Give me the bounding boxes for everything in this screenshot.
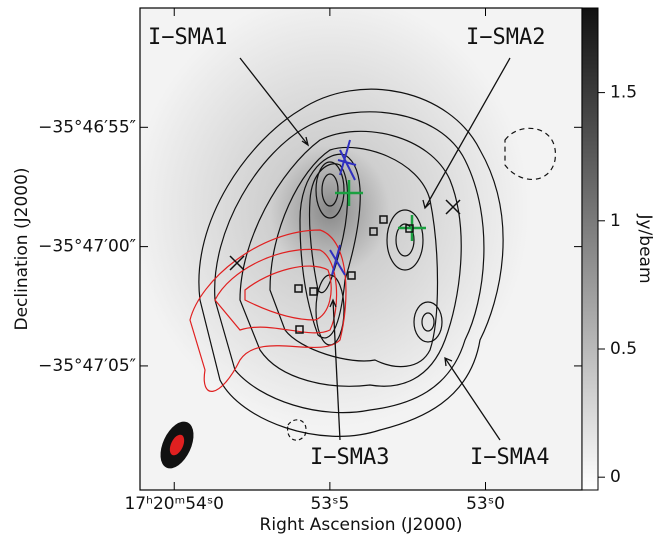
colorbar-tick-label: 1 xyxy=(610,211,621,231)
colorbar-tick-label: 1.5 xyxy=(610,83,637,103)
plot-area xyxy=(140,8,582,490)
x-tick-label: 53ˢ5 xyxy=(310,494,349,514)
colorbar-tick-label: 0 xyxy=(610,467,621,487)
figure: I−SMA1 I−SMA2 I−SMA3 I−SMA4 Right Ascens… xyxy=(0,0,665,546)
x-tick-label: 17ʰ20ᵐ54ˢ0 xyxy=(124,494,224,514)
colorbar-tick-label: 0.5 xyxy=(610,339,637,359)
y-tick-label: −35°47′00″ xyxy=(38,237,136,257)
colorbar xyxy=(582,8,598,490)
y-axis-title: Declination (J2000) xyxy=(12,167,32,330)
x-tick-label: 53ˢ0 xyxy=(466,494,505,514)
y-tick-label: −35°47′05″ xyxy=(38,356,136,376)
annotation: I−SMA1 xyxy=(148,25,227,50)
y-tick-label: −35°46′55″ xyxy=(38,117,136,137)
annotation: I−SMA4 xyxy=(470,445,549,470)
x-axis-title: Right Ascension (J2000) xyxy=(260,515,463,535)
annotation: I−SMA2 xyxy=(466,25,545,50)
annotation: I−SMA3 xyxy=(310,445,389,470)
colorbar-title: Jy/beam xyxy=(635,213,655,283)
